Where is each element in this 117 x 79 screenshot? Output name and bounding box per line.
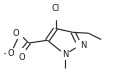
Text: N: N (80, 41, 87, 50)
Ellipse shape (17, 49, 26, 58)
Text: Cl: Cl (51, 4, 60, 13)
Text: O: O (18, 53, 25, 62)
Text: O: O (8, 49, 14, 58)
Ellipse shape (76, 41, 85, 50)
Ellipse shape (49, 6, 63, 20)
Ellipse shape (14, 29, 24, 38)
Text: O: O (12, 29, 19, 38)
Ellipse shape (6, 48, 16, 58)
Text: N: N (62, 50, 68, 59)
Ellipse shape (60, 50, 70, 59)
